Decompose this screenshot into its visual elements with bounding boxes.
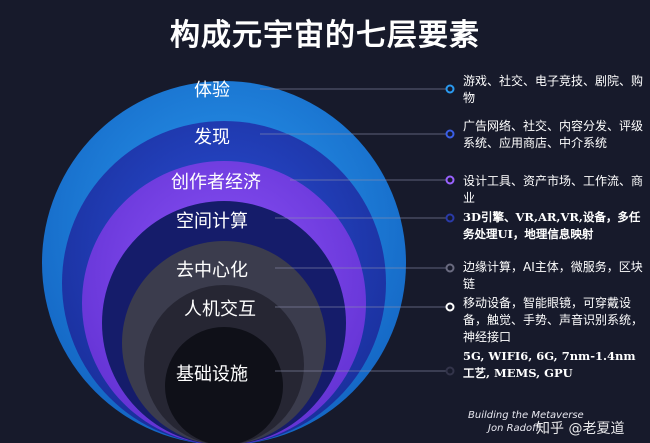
layer-desc-experience: 游戏、社交、电子竞技、剧院、购物 <box>463 74 644 105</box>
connector-dot-4 <box>445 213 455 223</box>
layer-label-infrastructure: 基础设施 <box>176 364 248 385</box>
layer-desc-discovery: 广告网络、社交、内容分发、评级系统、应用商店、中介系统 <box>463 119 644 150</box>
layer-label-spatial-computing: 空间计算 <box>176 211 248 232</box>
connector-dot-1 <box>445 84 455 94</box>
connector-dot-3 <box>445 175 455 185</box>
credit-author: Jon Radoff <box>488 423 540 434</box>
layer-desc-decentralization: 边缘计算，AI主体，微服务，区块链 <box>463 260 643 291</box>
connector-dot-7 <box>445 366 455 376</box>
layer-label-creator-economy: 创作者经济 <box>171 172 261 193</box>
layer-circle-7 <box>165 327 283 443</box>
layer-desc-human-interface: 移动设备，智能眼镜，可穿戴设备，触觉、手势、声音识别系统，神经接口 <box>463 296 644 344</box>
layer-label-experience: 体验 <box>194 80 230 101</box>
layer-desc-infrastructure: 5G, WIFI6, 6G, 7nm-1.4nm工艺, MEMS, GPU <box>463 349 636 380</box>
page-title: 构成元宇宙的七层要素 <box>170 18 480 53</box>
watermark: 知乎 @老夏道 <box>536 421 625 437</box>
layer-label-decentralization: 去中心化 <box>176 260 248 281</box>
connector-dot-2 <box>445 129 455 139</box>
layer-desc-creator-economy: 设计工具、资产市场、工作流、商业 <box>463 174 644 205</box>
layer-desc-spatial-computing: 3D引擎、VR,AR,VR,设备，多任务处理UI，地理信息映射 <box>463 210 641 241</box>
credit-text: Building the Metaverse <box>468 410 584 421</box>
connector-dot-6 <box>445 302 455 312</box>
layer-label-discovery: 发现 <box>194 127 230 148</box>
connector-dot-5 <box>445 263 455 273</box>
layer-label-human-interface: 人机交互 <box>184 299 256 320</box>
